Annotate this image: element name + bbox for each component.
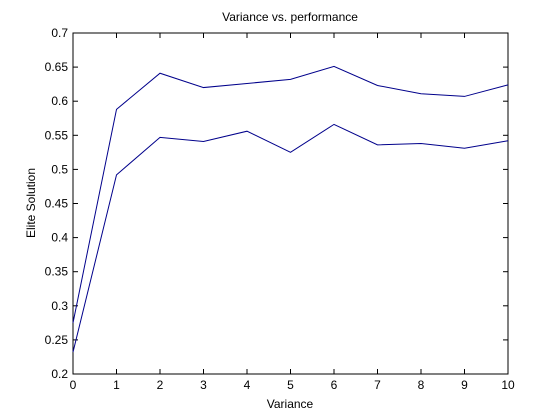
y-tick-label: 0.2 [51, 367, 68, 381]
series-layer [72, 65, 509, 353]
x-axis-label: Variance [267, 397, 314, 411]
y-tick-label: 0.7 [51, 26, 68, 40]
y-tick-label: 0.4 [51, 231, 68, 245]
y-tick-label: 0.5 [51, 162, 68, 176]
y-tick-label: 0.45 [45, 197, 69, 211]
y-tick-label: 0.65 [45, 60, 69, 74]
x-tick-label: 10 [501, 378, 515, 392]
x-tick-label: 0 [70, 378, 77, 392]
x-tick-label: 9 [461, 378, 468, 392]
y-tick-label: 0.35 [45, 265, 69, 279]
x-tick-label: 4 [244, 378, 251, 392]
y-axis-label: Elite Solution [24, 168, 38, 238]
x-tick-label: 3 [200, 378, 207, 392]
y-tick-label: 0.55 [45, 128, 69, 142]
plot-area [72, 32, 509, 375]
y-tick-label: 0.25 [45, 333, 69, 347]
x-tick-label: 5 [287, 378, 294, 392]
ticks-layer: 0 1 2 3 4 5 6 7 8 9 10 0.2 0.25 0.3 0.35 0.4 0.45 0.5 0.55… [45, 26, 515, 392]
y-tick-label: 0.3 [51, 299, 68, 313]
series-line-1 [72, 65, 509, 323]
x-tick-label: 1 [113, 378, 120, 392]
series-line-2 [72, 123, 509, 353]
x-tick-label: 6 [331, 378, 338, 392]
y-tick-label: 0.6 [51, 94, 68, 108]
y-axis-label-group: Elite Solution [24, 168, 38, 238]
x-tick-label: 2 [157, 378, 164, 392]
chart-title: Variance vs. performance [222, 10, 358, 24]
x-tick-label: 7 [374, 378, 381, 392]
x-tick-label: 8 [418, 378, 425, 392]
